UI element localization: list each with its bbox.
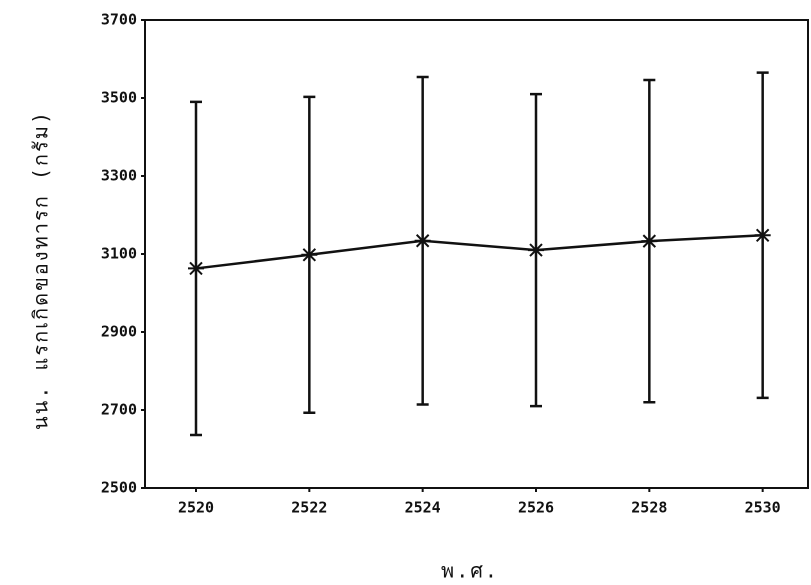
y-tick-label: 2500 [101, 479, 137, 497]
y-tick-label: 2700 [101, 401, 137, 419]
y-axis-label: นน. แรกเกิดของทารก (กรัม) [29, 110, 53, 430]
plot-frame [145, 20, 808, 488]
x-tick-label: 2522 [291, 499, 327, 517]
x-tick-label: 2526 [518, 499, 554, 517]
y-tick-label: 3100 [101, 245, 137, 263]
x-tick-label: 2524 [405, 499, 441, 517]
x-axis-label: พ.ศ. [441, 559, 499, 583]
chart: พ.ศ. นน. แรกเกิดของทารก (กรัม) 2500 2700 2… [0, 0, 811, 585]
y-tick-label: 2900 [101, 323, 137, 341]
y-tick-label: 3500 [101, 89, 137, 107]
data-line [196, 235, 763, 268]
x-tick-label: 2528 [631, 499, 667, 517]
y-tick-label: 3700 [101, 11, 137, 29]
x-tick-label: 2530 [745, 499, 781, 517]
x-tick-label: 2520 [178, 499, 214, 517]
y-tick-label: 3300 [101, 167, 137, 185]
